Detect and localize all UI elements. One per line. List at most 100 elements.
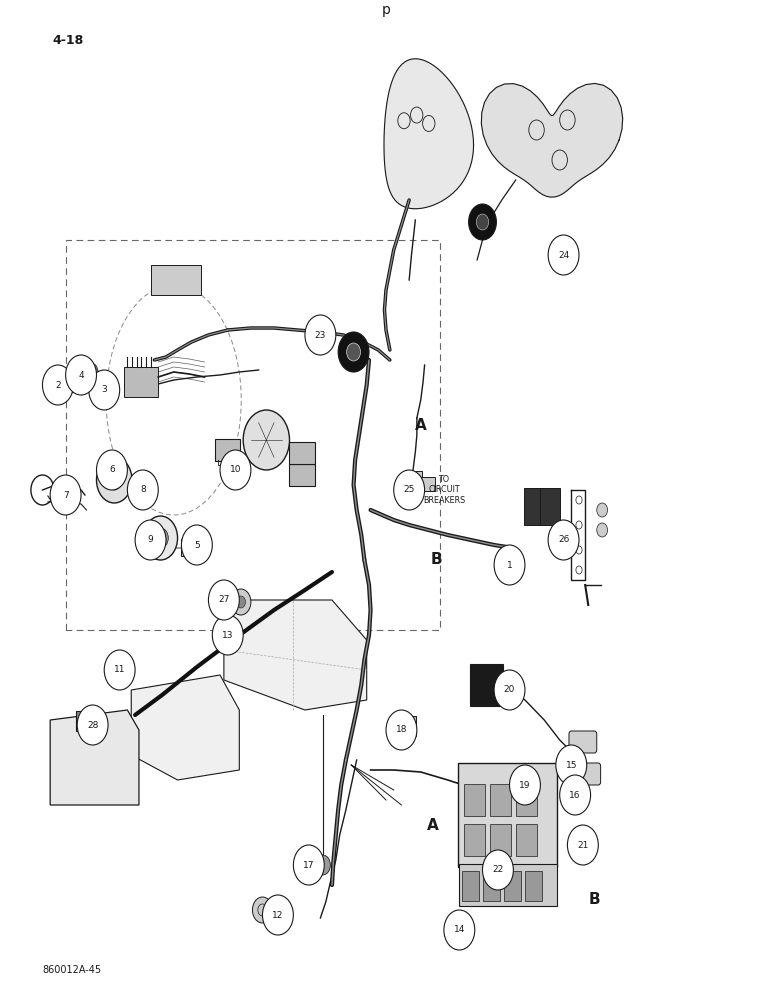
Text: 4-18: 4-18: [52, 33, 83, 46]
Circle shape: [231, 589, 251, 615]
Circle shape: [293, 845, 324, 885]
Circle shape: [96, 450, 127, 490]
FancyBboxPatch shape: [464, 784, 485, 816]
Circle shape: [444, 910, 475, 950]
Text: 12: 12: [273, 910, 283, 920]
Circle shape: [556, 745, 587, 785]
Text: 2: 2: [55, 380, 61, 389]
Circle shape: [597, 523, 608, 537]
FancyBboxPatch shape: [573, 763, 601, 785]
Text: 18: 18: [396, 726, 407, 734]
FancyBboxPatch shape: [524, 488, 545, 525]
Circle shape: [107, 470, 122, 490]
Circle shape: [347, 343, 361, 361]
FancyBboxPatch shape: [516, 824, 537, 856]
Circle shape: [77, 705, 108, 745]
Circle shape: [386, 710, 417, 750]
Text: 8: 8: [140, 486, 146, 494]
Text: 10: 10: [230, 466, 241, 475]
FancyBboxPatch shape: [470, 664, 503, 706]
Text: B: B: [430, 552, 442, 568]
Circle shape: [494, 545, 525, 585]
Text: 21: 21: [577, 840, 588, 850]
Circle shape: [144, 516, 178, 560]
Circle shape: [262, 895, 293, 935]
Circle shape: [305, 315, 336, 355]
Circle shape: [252, 897, 273, 923]
FancyBboxPatch shape: [181, 539, 199, 556]
Circle shape: [243, 410, 290, 470]
Circle shape: [510, 765, 540, 805]
FancyBboxPatch shape: [420, 477, 435, 491]
Circle shape: [96, 457, 132, 503]
Circle shape: [42, 365, 73, 405]
Circle shape: [63, 371, 80, 393]
Circle shape: [297, 847, 317, 873]
Circle shape: [338, 332, 369, 372]
Text: 1: 1: [506, 560, 513, 570]
Circle shape: [548, 235, 579, 275]
FancyBboxPatch shape: [516, 784, 537, 816]
FancyBboxPatch shape: [289, 464, 315, 486]
Circle shape: [127, 470, 158, 510]
Text: 26: 26: [558, 536, 569, 544]
Text: 28: 28: [87, 720, 98, 730]
Text: 23: 23: [315, 330, 326, 340]
Text: TO
CIRCUIT
BREAKERS: TO CIRCUIT BREAKERS: [423, 475, 465, 505]
Circle shape: [89, 370, 120, 410]
Circle shape: [494, 670, 525, 710]
Circle shape: [212, 615, 243, 655]
FancyBboxPatch shape: [459, 864, 557, 906]
Circle shape: [394, 470, 425, 510]
FancyBboxPatch shape: [289, 442, 315, 464]
FancyBboxPatch shape: [151, 265, 201, 295]
FancyBboxPatch shape: [462, 871, 479, 901]
Text: 9: 9: [147, 536, 154, 544]
Circle shape: [548, 520, 579, 560]
Circle shape: [104, 650, 135, 690]
Text: 7: 7: [63, 490, 69, 499]
Circle shape: [50, 475, 81, 515]
FancyBboxPatch shape: [490, 824, 511, 856]
FancyBboxPatch shape: [569, 731, 597, 753]
Text: 5: 5: [194, 540, 200, 550]
Text: 22: 22: [493, 865, 503, 874]
Circle shape: [140, 478, 151, 492]
Circle shape: [469, 204, 496, 240]
FancyBboxPatch shape: [458, 763, 557, 867]
Circle shape: [153, 528, 168, 548]
FancyBboxPatch shape: [490, 784, 511, 816]
Text: 15: 15: [566, 760, 577, 770]
Circle shape: [315, 855, 330, 875]
Circle shape: [597, 503, 608, 517]
Text: 16: 16: [570, 790, 581, 800]
FancyBboxPatch shape: [407, 471, 422, 485]
Circle shape: [567, 825, 598, 865]
Circle shape: [208, 580, 239, 620]
FancyBboxPatch shape: [525, 871, 542, 901]
FancyBboxPatch shape: [124, 367, 158, 397]
Text: 19: 19: [520, 780, 530, 790]
Text: A: A: [426, 818, 438, 832]
Text: 17: 17: [303, 860, 314, 869]
Polygon shape: [50, 710, 139, 805]
Text: A: A: [415, 418, 427, 432]
Text: 3: 3: [101, 385, 107, 394]
Text: p: p: [381, 3, 391, 17]
Text: 13: 13: [222, 631, 233, 640]
Circle shape: [181, 525, 212, 565]
Circle shape: [476, 214, 489, 230]
Text: 4: 4: [78, 370, 84, 379]
Text: 20: 20: [504, 686, 515, 694]
Text: B: B: [588, 892, 601, 908]
FancyBboxPatch shape: [540, 488, 560, 525]
Polygon shape: [131, 675, 239, 780]
Text: 6: 6: [109, 466, 115, 475]
Circle shape: [560, 775, 591, 815]
Polygon shape: [482, 83, 623, 197]
Circle shape: [134, 471, 156, 499]
Polygon shape: [224, 600, 367, 710]
Polygon shape: [384, 59, 473, 209]
Text: 14: 14: [454, 926, 465, 934]
FancyBboxPatch shape: [215, 439, 240, 461]
